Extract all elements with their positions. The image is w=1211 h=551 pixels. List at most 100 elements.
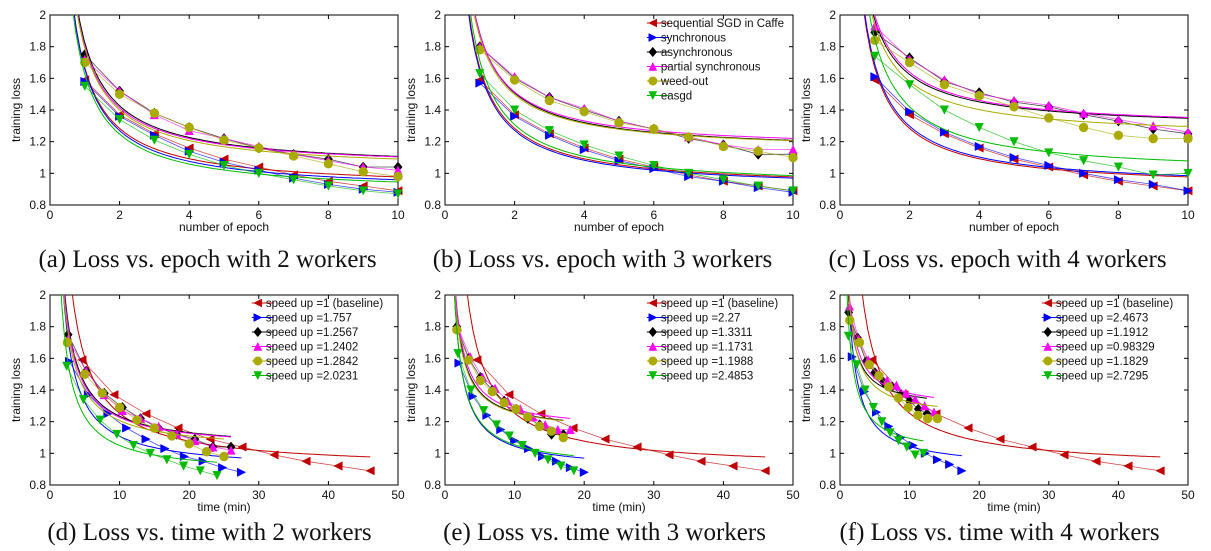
data-point — [80, 81, 90, 92]
y-tick-label: 1.2 — [819, 135, 836, 149]
legend-label: speed up =0.98329 — [1056, 342, 1155, 354]
data-point — [1123, 461, 1133, 471]
y-axis-label: training loss — [799, 358, 813, 422]
data-point — [918, 448, 929, 459]
x-tick-label: 10 — [1181, 208, 1195, 222]
data-point — [664, 450, 674, 460]
y-tick-label: 1.8 — [424, 40, 441, 54]
chart-panel-a: 0 2 4 6 8 10 0.8 1 1.2 1.4 1.6 1.8 2 number of epoch t… — [0, 0, 405, 240]
data-point — [184, 439, 194, 449]
legend-marker — [1043, 371, 1053, 381]
data-point — [932, 413, 943, 424]
legend-marker — [648, 33, 658, 42]
legend-label: weed-out — [660, 76, 709, 88]
x-tick-label: 30 — [647, 488, 661, 502]
x-tick-label: 20 — [183, 488, 197, 502]
data-point — [852, 360, 862, 370]
data-point — [496, 424, 506, 435]
series-line — [454, 295, 585, 459]
series-line — [454, 295, 574, 457]
data-point — [568, 423, 578, 433]
y-tick-label: 1.8 — [29, 40, 46, 54]
legend-marker — [253, 313, 263, 322]
data-point — [891, 380, 902, 390]
data-point — [218, 462, 228, 473]
data-point — [632, 442, 642, 452]
data-point — [874, 371, 884, 381]
data-point — [499, 397, 509, 408]
data-point — [288, 151, 299, 161]
data-point — [939, 127, 950, 137]
legend-label: speed up =2.27 — [661, 313, 741, 325]
chart-panel-e: 0 10 20 30 40 50 0.8 1 1.2 1.4 1.6 1.8 2 time (min) tr… — [395, 280, 800, 520]
x-tick-label: 8 — [1115, 208, 1122, 222]
x-tick-label: 10 — [113, 488, 127, 502]
y-axis-label: training loss — [404, 358, 418, 422]
data-point — [219, 135, 229, 145]
data-point — [683, 168, 694, 179]
y-axis-label: training loss — [9, 358, 23, 422]
series-line — [474, 15, 793, 141]
series-line — [76, 15, 398, 160]
x-tick-label: 10 — [508, 488, 522, 502]
series-4 — [76, 15, 403, 182]
data-point — [932, 455, 943, 465]
series-polyline — [84, 79, 399, 192]
series-line — [63, 295, 232, 438]
caption-a: (a) Loss vs. epoch with 2 workers — [38, 246, 377, 273]
x-tick-label: 30 — [1042, 488, 1056, 502]
x-tick-label: 10 — [786, 208, 800, 222]
data-point — [463, 355, 474, 365]
data-point — [184, 122, 194, 133]
legend-label: speed up =2.7295 — [1056, 371, 1148, 383]
series-line — [78, 15, 398, 157]
y-tick-label: 1.4 — [29, 103, 46, 117]
y-tick-label: 0.8 — [29, 478, 46, 492]
chart-panel-d: 0 10 20 30 40 50 0.8 1 1.2 1.4 1.6 1.8 2 time (min) tr… — [0, 280, 405, 520]
data-point — [1009, 152, 1019, 163]
legend-marker — [648, 356, 658, 366]
x-tick-label: 50 — [1181, 488, 1195, 502]
y-tick-label: 1.8 — [819, 320, 836, 334]
series-4 — [845, 295, 943, 424]
data-point — [904, 80, 915, 90]
x-tick-label: 40 — [322, 488, 336, 502]
data-point — [254, 168, 264, 179]
data-point — [1059, 450, 1069, 460]
x-tick-label: 10 — [391, 208, 405, 222]
series-line — [72, 15, 398, 183]
x-tick-label: 6 — [255, 208, 262, 222]
legend-marker — [648, 326, 658, 338]
y-tick-label: 2 — [829, 8, 836, 22]
legend-marker — [648, 91, 658, 101]
legend-marker — [253, 341, 263, 351]
data-point — [843, 331, 854, 341]
x-axis-label: time (min) — [197, 500, 250, 514]
data-point — [995, 434, 1005, 444]
y-tick-label: 1.6 — [424, 71, 441, 85]
y-tick-label: 1.4 — [424, 103, 441, 117]
data-point — [466, 385, 476, 395]
y-tick-label: 1 — [39, 166, 46, 180]
data-point — [1027, 442, 1037, 452]
series-line — [468, 15, 793, 178]
legend-label: speed up =1 (baseline) — [661, 298, 778, 310]
y-tick-label: 0.8 — [424, 478, 441, 492]
legend-label: speed up =1 (baseline) — [1056, 298, 1173, 310]
data-point — [509, 105, 520, 115]
data-point — [78, 395, 89, 405]
series-polyline — [874, 79, 1189, 192]
caption-c: (c) Loss vs. epoch with 4 workers — [828, 246, 1167, 273]
y-tick-label: 1 — [434, 446, 441, 460]
series-line — [874, 15, 1188, 118]
y-tick-label: 1 — [39, 446, 46, 460]
data-point — [893, 436, 904, 446]
series-5 — [470, 15, 798, 196]
data-point — [1148, 170, 1158, 180]
legend-label: speed up =1.1829 — [1056, 356, 1148, 368]
series-polyline — [67, 342, 225, 457]
data-point — [195, 466, 205, 476]
legend-marker — [648, 61, 658, 71]
chart-svg-e: 0 10 20 30 40 50 0.8 1 1.2 1.4 1.6 1.8 2 time (min) tr… — [404, 288, 800, 514]
